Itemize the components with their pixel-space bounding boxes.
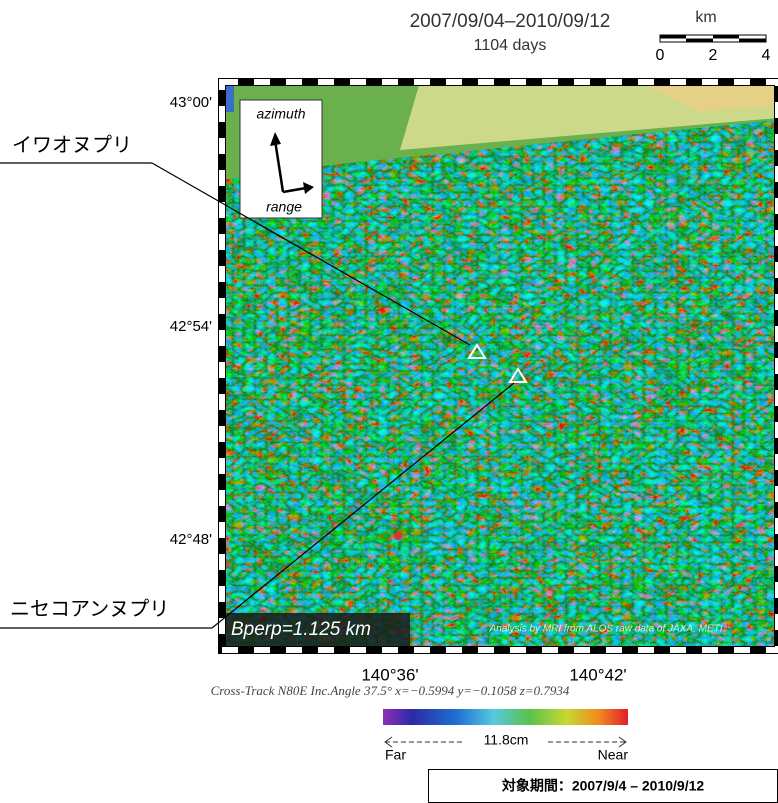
colorbar	[383, 709, 628, 725]
lon-label: 140°36'	[361, 665, 418, 684]
scale-unit: km	[695, 9, 716, 26]
range-label: range	[266, 199, 302, 215]
lat-label: 42°54'	[170, 318, 212, 335]
geometry: Cross-Track N80E Inc.Angle 37.5° x=−0.59…	[211, 683, 570, 698]
date-range: 2007/09/04–2010/09/12	[410, 11, 611, 32]
scale-bar	[660, 35, 766, 42]
period: 対象期間：2007/9/4 – 2010/9/12	[501, 778, 705, 794]
scale-tick: 0	[656, 47, 665, 64]
credit: Analysis by MRI from ALOS raw data of JA…	[488, 624, 722, 635]
volcano-label: ニセコアンヌプリ	[10, 598, 169, 620]
bperp: Bperp=1.125 km	[231, 619, 371, 640]
colorbar-span: 11.8cm	[484, 732, 529, 748]
far-label: Far	[385, 747, 406, 763]
azimuth-label: azimuth	[256, 106, 305, 122]
scale-tick: 4	[762, 47, 771, 64]
lat-label: 42°48'	[170, 531, 212, 548]
near-label: Near	[598, 747, 629, 763]
volcano-label: イワオヌプリ	[12, 134, 132, 156]
scale-tick: 2	[709, 47, 718, 64]
lat-label: 43°00'	[170, 94, 212, 111]
lon-label: 140°42'	[569, 665, 626, 684]
days: 1104 days	[474, 37, 547, 54]
figure: 2007/09/04–2010/09/12 1104 days km 0 2 4…	[0, 0, 778, 803]
marker	[394, 532, 402, 540]
